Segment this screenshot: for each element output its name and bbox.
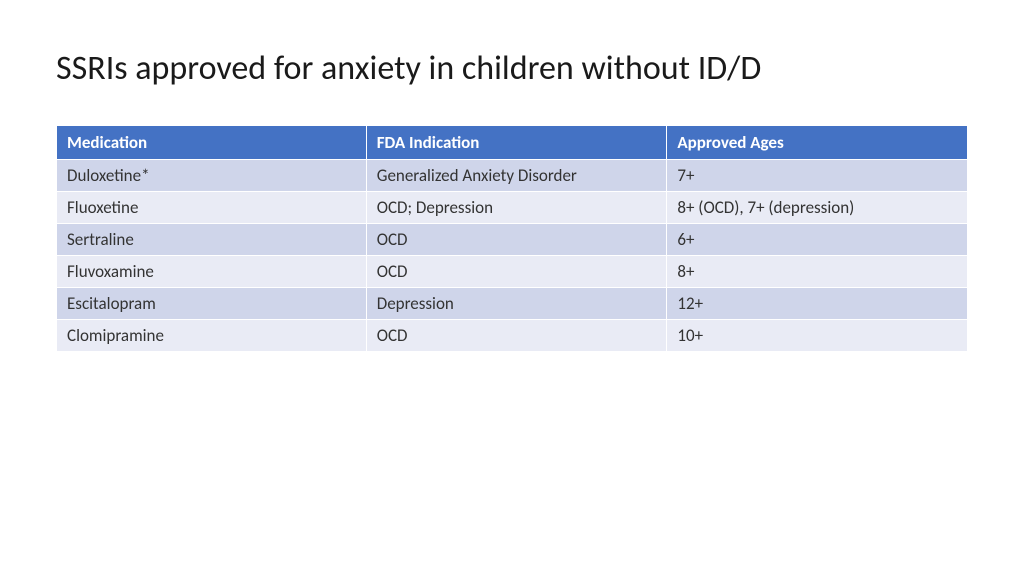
table-row: EscitalopramDepression12+ <box>57 288 968 320</box>
col-header-medication: Medication <box>57 126 367 160</box>
table-header-row: Medication FDA Indication Approved Ages <box>57 126 968 160</box>
table-cell: OCD <box>366 256 667 288</box>
table-cell: OCD <box>366 224 667 256</box>
table-cell: 8+ (OCD), 7+ (depression) <box>667 192 968 224</box>
table-cell: OCD <box>366 320 667 352</box>
table-body: Duloxetine*Generalized Anxiety Disorder7… <box>57 160 968 352</box>
table-cell: 7+ <box>667 160 968 192</box>
slide-title: SSRIs approved for anxiety in children w… <box>56 48 968 89</box>
table-cell: Fluoxetine <box>57 192 367 224</box>
table-cell: Fluvoxamine <box>57 256 367 288</box>
table-cell: 10+ <box>667 320 968 352</box>
table-cell: 6+ <box>667 224 968 256</box>
table-cell: 12+ <box>667 288 968 320</box>
table-cell: OCD; Depression <box>366 192 667 224</box>
table-row: SertralineOCD6+ <box>57 224 968 256</box>
table-row: ClomipramineOCD10+ <box>57 320 968 352</box>
table-cell: Sertraline <box>57 224 367 256</box>
table-cell: Generalized Anxiety Disorder <box>366 160 667 192</box>
medication-table: Medication FDA Indication Approved Ages … <box>56 125 968 352</box>
table-cell: Clomipramine <box>57 320 367 352</box>
table-cell: 8+ <box>667 256 968 288</box>
table-cell: Depression <box>366 288 667 320</box>
table-cell: Escitalopram <box>57 288 367 320</box>
table-row: FluvoxamineOCD8+ <box>57 256 968 288</box>
table-cell: Duloxetine* <box>57 160 367 192</box>
table-row: FluoxetineOCD; Depression8+ (OCD), 7+ (d… <box>57 192 968 224</box>
table-row: Duloxetine*Generalized Anxiety Disorder7… <box>57 160 968 192</box>
col-header-ages: Approved Ages <box>667 126 968 160</box>
col-header-indication: FDA Indication <box>366 126 667 160</box>
